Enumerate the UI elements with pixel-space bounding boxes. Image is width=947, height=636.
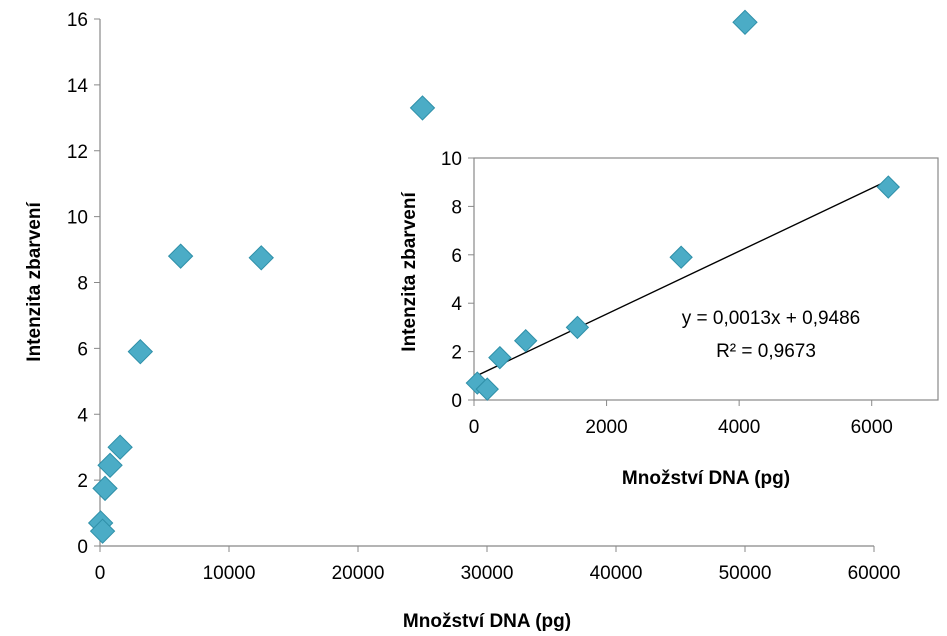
main-y-tick-label: 12 — [67, 142, 88, 163]
inset-ticks: 0 2000 4000 6000 0 2 4 6 8 10 — [441, 149, 893, 438]
main-data-point — [97, 452, 123, 479]
inset-y-axis-title: Intenzita zbarvení — [399, 192, 420, 352]
inset-y-tick-label: 10 — [441, 149, 462, 170]
inset-y-tick-label: 8 — [451, 197, 462, 218]
main-y-tick-label: 2 — [77, 471, 88, 492]
main-x-tick-label: 60000 — [848, 563, 901, 584]
inset-data-point — [565, 315, 590, 340]
inset-data-point — [669, 245, 693, 269]
inset-plot-area — [473, 157, 939, 401]
main-y-tick-label: 8 — [77, 274, 88, 295]
main-ticks: 0 10000 20000 30000 40000 50000 60000024681012… — [67, 10, 901, 584]
main-x-tick-label: 30000 — [461, 563, 514, 584]
inset-data-point — [513, 329, 538, 353]
trendline-equation: y = 0,0013x + 0,9486 — [682, 308, 861, 329]
main-x-tick-label: 0 — [95, 563, 106, 584]
inset-data-point — [876, 175, 900, 199]
main-data-point — [107, 434, 133, 460]
inset-x-tick-label: 6000 — [851, 417, 893, 438]
trendline-r-squared: R² = 0,9673 — [716, 341, 816, 362]
inset-x-tick-label: 2000 — [585, 417, 627, 438]
inset-x-tick-label: 4000 — [718, 417, 760, 438]
main-data-point — [732, 9, 758, 36]
inset-y-tick-label: 2 — [451, 343, 462, 364]
main-points — [87, 9, 758, 544]
inset-data-point — [488, 345, 512, 370]
inset-data-point — [475, 377, 499, 401]
main-x-axis-title: Množství DNA (pg) — [403, 611, 571, 632]
main-data-point — [127, 338, 154, 365]
inset-trendline — [473, 179, 889, 378]
main-x-tick-label: 10000 — [203, 563, 256, 584]
main-data-point — [92, 475, 118, 502]
main-data-point — [409, 95, 436, 121]
main-y-tick-label: 16 — [67, 10, 88, 31]
main-x-tick-label: 40000 — [590, 563, 643, 584]
inset-x-axis-title: Množství DNA (pg) — [622, 468, 790, 489]
inset-x-tick-label: 0 — [469, 417, 480, 438]
main-data-point — [248, 245, 274, 271]
inset-y-tick-label: 4 — [451, 294, 462, 315]
main-y-tick-label: 4 — [77, 405, 88, 426]
main-y-axis-title: Intenzita zbarvení — [24, 202, 45, 362]
main-y-tick-label: 6 — [77, 339, 88, 360]
main-y-tick-label: 0 — [77, 537, 88, 558]
main-y-tick-label: 10 — [67, 208, 88, 229]
inset-chart: 0 2000 4000 6000 0 2 4 6 8 10 y = 0,0013x + 0,948… — [399, 149, 939, 489]
main-x-tick-label: 50000 — [719, 563, 772, 584]
inset-y-tick-label: 0 — [451, 391, 462, 412]
inset-points — [465, 175, 900, 401]
inset-y-tick-label: 6 — [451, 246, 462, 267]
main-chart: 0 10000 20000 30000 40000 50000 60000024681012… — [24, 9, 901, 632]
main-data-point — [167, 243, 194, 269]
main-x-tick-label: 20000 — [332, 563, 385, 584]
main-y-tick-label: 14 — [67, 76, 89, 97]
main-data-point — [89, 518, 116, 544]
